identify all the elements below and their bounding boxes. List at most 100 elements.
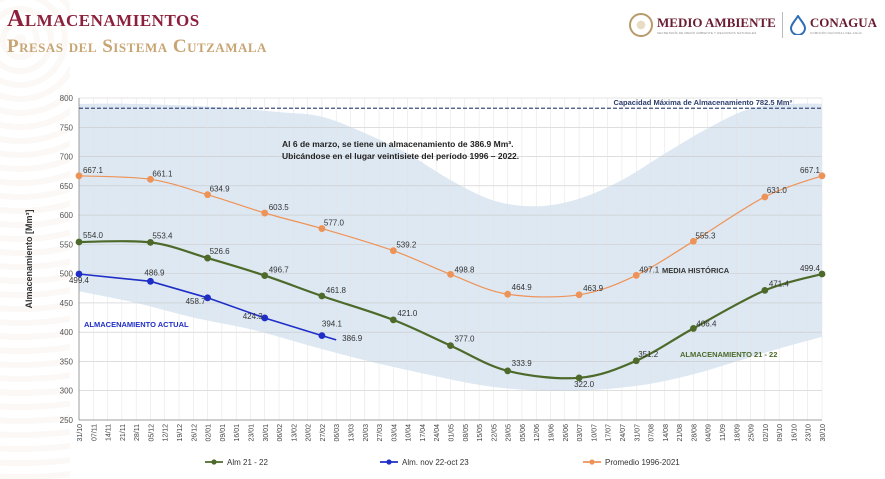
- conagua-logo: CONAGUA COMISIÓN NACIONAL DEL AGUA: [810, 15, 877, 35]
- data-point: [75, 270, 83, 278]
- data-point: [504, 367, 512, 375]
- data-point: [575, 291, 583, 299]
- data-label: 499.4: [800, 264, 821, 273]
- data-point: [261, 209, 269, 217]
- x-tick-label: 25/09: [749, 424, 756, 442]
- data-label: 667.1: [83, 166, 104, 175]
- data-point: [818, 270, 826, 278]
- y-tick-label: 350: [60, 357, 74, 366]
- x-tick-label: 19/12: [177, 424, 184, 442]
- x-tick-label: 14/08: [663, 424, 670, 442]
- data-point: [318, 292, 326, 300]
- data-label: 634.9: [210, 185, 231, 194]
- y-tick-label: 550: [60, 240, 74, 249]
- x-tick-label: 11/09: [720, 424, 727, 441]
- x-tick-label: 06/02: [277, 424, 284, 442]
- data-label: 386.9: [342, 334, 363, 343]
- x-tick-label: 10/04: [406, 424, 413, 442]
- data-point: [504, 290, 512, 298]
- x-tick-label: 02/10: [763, 424, 770, 442]
- data-label: 577.0: [324, 219, 345, 228]
- data-point: [261, 314, 269, 322]
- media-historica-label: MEDIA HISTÓRICA: [662, 266, 730, 275]
- x-tick-label: 09/10: [777, 424, 784, 442]
- medio-ambiente-sublabel: SECRETARÍA DE MEDIO AMBIENTE Y RECURSOS …: [657, 31, 757, 35]
- y-tick-label: 750: [60, 123, 74, 132]
- legend-marker: [386, 459, 392, 465]
- almacenamiento-21-22-label: ALMACENAMIENTO 21 - 22: [680, 350, 777, 359]
- data-label: 496.7: [269, 266, 290, 275]
- data-label: 661.1: [152, 169, 173, 178]
- x-tick-label: 12/12: [163, 424, 170, 442]
- data-point: [447, 270, 454, 278]
- decorative-pattern: [0, 0, 70, 479]
- x-tick-label: 27/03: [377, 424, 384, 442]
- x-tick-label: 17/07: [606, 424, 613, 442]
- x-tick-label: 20/02: [306, 424, 313, 442]
- data-point: [632, 271, 640, 279]
- x-tick-label: 22/05: [491, 424, 498, 442]
- data-label: 322.0: [574, 380, 595, 389]
- data-label: 377.0: [454, 335, 475, 344]
- data-point: [389, 316, 397, 324]
- data-point: [318, 225, 326, 232]
- x-tick-label: 31/10: [77, 424, 84, 442]
- data-label: 539.2: [396, 241, 417, 250]
- conagua-sublabel: COMISIÓN NACIONAL DEL AGUA: [809, 31, 862, 35]
- x-tick-label: 17/04: [420, 424, 427, 442]
- x-tick-label: 21/11: [120, 424, 127, 441]
- data-label: 486.9: [144, 268, 165, 277]
- data-point: [204, 294, 211, 302]
- data-point: [632, 357, 640, 365]
- x-tick-label: 04/09: [706, 424, 713, 442]
- almacenamiento-actual-label: ALMACENAMIENTO ACTUAL: [84, 320, 189, 329]
- medio-ambiente-logo: MEDIO AMBIENTE SECRETARÍA DE MEDIO AMBIE…: [657, 15, 776, 35]
- x-tick-label: 05/12: [148, 424, 155, 442]
- x-tick-label: 15/05: [477, 424, 484, 442]
- legend-label: Alm. nov 22-oct 23: [402, 458, 469, 467]
- x-tick-label: 30/10: [820, 424, 827, 442]
- legend-label: Alm 21 - 22: [227, 458, 268, 467]
- annotation-line-1: Al 6 de marzo, se tiene un almacenamient…: [282, 139, 513, 149]
- data-label: 555.3: [695, 231, 716, 240]
- x-tick-label: 16/01: [234, 424, 241, 442]
- y-tick-label: 450: [60, 299, 74, 308]
- x-tick-label: 26/06: [563, 424, 570, 442]
- data-label: 499.4: [69, 276, 90, 285]
- data-point: [204, 191, 211, 199]
- data-point: [690, 325, 697, 332]
- government-seal-icon: [629, 13, 653, 37]
- x-tick-label: 19/06: [549, 424, 556, 442]
- data-point: [147, 238, 154, 246]
- x-tick-label: 14/11: [106, 424, 113, 441]
- data-label: 498.8: [454, 265, 475, 274]
- capacity-label: Capacidad Máxima de Almacenamiento 782.5…: [613, 98, 792, 107]
- data-point: [75, 172, 83, 180]
- annotation-line-2: Ubicándose en el lugar veintisiete del p…: [282, 151, 519, 161]
- x-tick-label: 09/01: [220, 424, 227, 442]
- data-point: [761, 193, 769, 201]
- data-label: 463.9: [583, 284, 604, 293]
- x-tick-label: 28/08: [691, 424, 698, 442]
- page-title: Almacenamientos: [7, 6, 200, 32]
- x-tick-label: 29/05: [506, 424, 513, 442]
- x-tick-label: 21/08: [677, 424, 684, 442]
- page-subtitle: Presas del Sistema Cutzamala: [7, 36, 267, 57]
- y-tick-label: 650: [60, 182, 74, 191]
- logos: MEDIO AMBIENTE SECRETARÍA DE MEDIO AMBIE…: [629, 12, 877, 38]
- data-label: 603.5: [269, 203, 290, 212]
- x-tick-label: 16/10: [791, 424, 798, 442]
- data-label: 667.1: [800, 166, 821, 175]
- data-label: 406.4: [696, 319, 717, 328]
- x-tick-label: 02/01: [206, 424, 213, 442]
- data-point: [318, 332, 326, 340]
- x-tick-label: 07/11: [91, 424, 98, 441]
- data-label: 631.0: [767, 186, 788, 195]
- data-label: 461.8: [326, 286, 347, 295]
- data-point: [75, 238, 83, 246]
- x-tick-label: 03/04: [391, 424, 398, 442]
- data-label: 333.9: [512, 359, 533, 368]
- y-tick-label: 700: [60, 153, 74, 162]
- x-tick-label: 12/06: [534, 424, 541, 442]
